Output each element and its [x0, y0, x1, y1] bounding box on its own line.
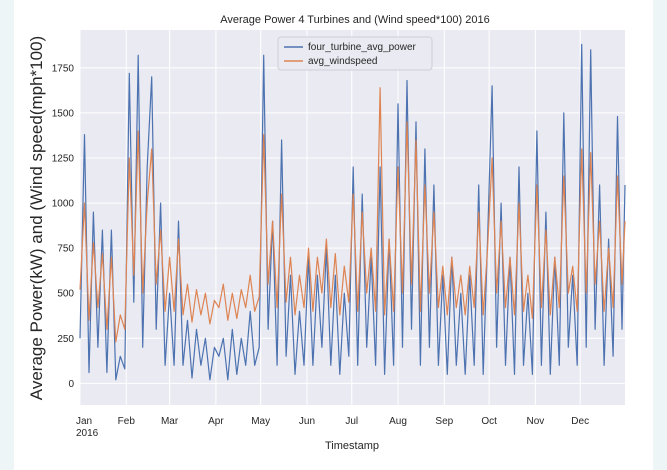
x-tick-label: Jan [76, 416, 92, 427]
x-tick-label: Feb [118, 416, 136, 427]
y-tick-labels: 0 250 500 750 1000 1250 1500 1750 [52, 63, 75, 390]
y-tick-label: 250 [57, 334, 74, 345]
y-tick-label: 0 [68, 379, 74, 390]
x-tick-sublabel: 2016 [76, 428, 99, 439]
y-tick-label: 750 [57, 244, 74, 255]
y-tick-label: 1000 [52, 199, 75, 210]
y-tick-label: 1500 [52, 108, 75, 119]
x-tick-label: May [251, 416, 270, 427]
x-axis-label: Timestamp [325, 440, 379, 452]
series-lines [79, 43, 626, 381]
x-tick-label: Sep [435, 416, 453, 427]
x-tick-label: Nov [527, 416, 545, 427]
chart-title: Average Power 4 Turbines and (Wind speed… [220, 14, 489, 26]
x-tick-label: Aug [389, 416, 407, 427]
legend-box [277, 36, 433, 71]
y-axis-label: Average Power(kW) and (Wind speed(mph*10… [27, 36, 46, 400]
y-tick-label: 500 [57, 289, 74, 300]
y-tick-label: 1750 [52, 63, 75, 74]
x-tick-label: Apr [208, 416, 224, 427]
x-tick-label: Jul [345, 416, 358, 427]
legend-label-power: four_turbine_avg_power [308, 42, 417, 53]
series-line-windspeed [79, 87, 626, 343]
x-tick-label: Oct [481, 416, 497, 427]
legend-label-windspeed: avg_windspeed [308, 56, 378, 67]
y-tick-label: 1250 [52, 154, 75, 165]
x-tick-label: Jun [299, 416, 315, 427]
legend: four_turbine_avg_power avg_windspeed [277, 36, 433, 71]
x-tick-label: Mar [161, 416, 179, 427]
x-tick-label: Dec [571, 416, 589, 427]
